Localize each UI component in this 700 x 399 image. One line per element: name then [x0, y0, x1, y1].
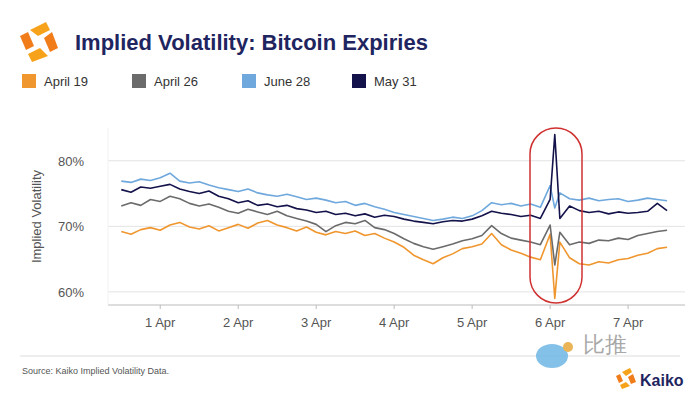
brand-icon [622, 368, 632, 376]
x-tick [238, 305, 239, 309]
x-tick [550, 305, 551, 309]
x-tick-label: 4 Apr [379, 315, 410, 330]
legend-label: June 28 [264, 74, 310, 89]
legend-swatch [22, 74, 36, 88]
grid-line [108, 226, 685, 227]
legend-swatch [132, 74, 146, 88]
brand-icon [620, 382, 630, 389]
series-line [121, 220, 667, 298]
series-line [121, 196, 667, 265]
source: Source: Kaiko Implied Volatility Data. [22, 366, 169, 376]
footer-rule [20, 356, 680, 357]
x-tick [394, 305, 395, 309]
legend: April 19 April 26 June 28 May 31 [22, 74, 417, 89]
series-line [121, 173, 667, 220]
axes: 60% 70% 80% 1 Apr 2 Apr 3 Apr 4 Apr 5 Apr 6 Apr 7… [29, 128, 685, 330]
y-tick-label: 60% [58, 285, 84, 300]
legend-label: April 26 [154, 74, 198, 89]
logo-part [20, 32, 34, 50]
title: Implied Volatility: Bitcoin Expiries [75, 30, 428, 55]
legend-label: April 19 [44, 74, 88, 89]
series-group [121, 135, 667, 299]
x-tick-label: 3 Apr [301, 315, 332, 330]
x-tick [628, 305, 629, 309]
y-tick-label: 70% [58, 219, 84, 234]
logo [20, 22, 58, 62]
brand-icon [628, 374, 636, 384]
x-tick-label: 5 Apr [457, 315, 488, 330]
legend-swatch [242, 74, 256, 88]
x-tick [472, 305, 473, 309]
x-tick [316, 305, 317, 309]
chart: Implied Volatility: Bitcoin Expiries Apri… [0, 0, 700, 399]
logo-part [44, 32, 58, 52]
y-axis-line [108, 128, 109, 305]
highlight [530, 128, 582, 303]
grid-line [108, 291, 685, 292]
brand-text: Kaiko [640, 372, 684, 389]
watermark-text: 比推 [583, 332, 627, 357]
x-tick-label: 2 Apr [223, 315, 254, 330]
watermark: 比推 [536, 332, 627, 368]
logo-part [28, 48, 48, 62]
x-tick-label: 1 Apr [145, 315, 176, 330]
watermark-coin [563, 342, 573, 352]
series-line [121, 135, 667, 224]
x-tick-label: 6 Apr [535, 315, 566, 330]
x-axis-line [108, 305, 685, 306]
brand: Kaiko [616, 368, 684, 389]
legend-label: May 31 [374, 74, 417, 89]
x-tick-label: 7 Apr [613, 315, 644, 330]
logo-part [30, 22, 50, 36]
legend-swatch [352, 74, 366, 88]
x-tick [160, 305, 161, 309]
y-axis-label: Implied Volatility [29, 169, 44, 263]
brand-icon [616, 374, 623, 383]
y-tick-label: 80% [58, 154, 84, 169]
grid-line [108, 160, 685, 161]
